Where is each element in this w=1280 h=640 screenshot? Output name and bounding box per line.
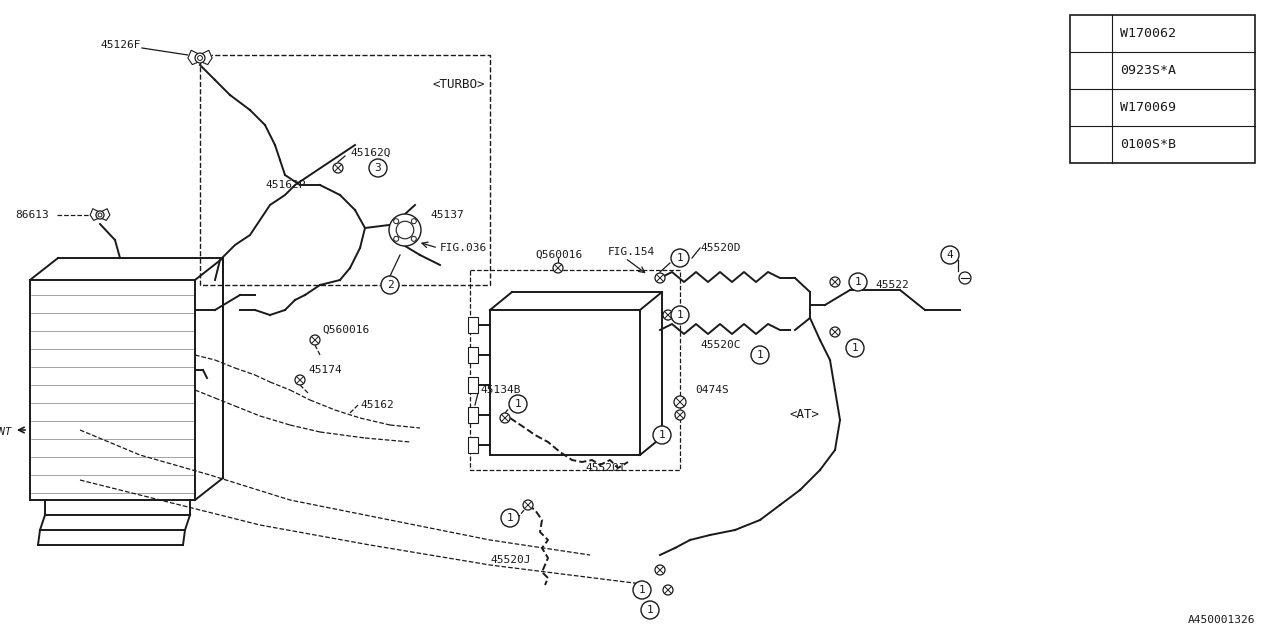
Circle shape <box>653 426 671 444</box>
Circle shape <box>381 276 399 294</box>
Polygon shape <box>90 209 100 220</box>
Polygon shape <box>100 209 110 220</box>
Circle shape <box>500 413 509 423</box>
Circle shape <box>663 585 673 595</box>
Text: FRONT: FRONT <box>0 427 12 437</box>
Text: 45137: 45137 <box>430 210 463 220</box>
Text: FIG.154: FIG.154 <box>608 247 655 257</box>
Circle shape <box>1080 97 1102 118</box>
Text: FIG.036: FIG.036 <box>440 243 488 253</box>
Text: 45520J: 45520J <box>490 555 530 565</box>
Circle shape <box>829 327 840 337</box>
Text: 45162P: 45162P <box>265 180 306 190</box>
Text: 45162Q: 45162Q <box>349 148 390 158</box>
Text: 45520D: 45520D <box>700 243 741 253</box>
Circle shape <box>641 601 659 619</box>
Bar <box>468 317 477 333</box>
Text: Q560016: Q560016 <box>535 250 582 260</box>
Circle shape <box>751 346 769 364</box>
Circle shape <box>655 273 666 283</box>
Circle shape <box>1080 134 1102 156</box>
Text: 45520I: 45520I <box>585 463 626 473</box>
Text: 0923S*A: 0923S*A <box>1120 64 1176 77</box>
Circle shape <box>829 277 840 287</box>
Circle shape <box>959 272 972 284</box>
Bar <box>1070 15 1254 163</box>
Bar <box>470 270 680 470</box>
Text: 45520C: 45520C <box>700 340 741 350</box>
Circle shape <box>394 219 398 223</box>
Circle shape <box>634 581 652 599</box>
Circle shape <box>411 219 416 223</box>
Text: 0474S: 0474S <box>695 385 728 395</box>
Text: 1: 1 <box>677 310 684 320</box>
Text: 45174: 45174 <box>308 365 342 375</box>
Bar <box>468 377 477 393</box>
Text: 1: 1 <box>646 605 653 615</box>
Text: 1: 1 <box>756 350 763 360</box>
Bar <box>468 407 477 423</box>
Circle shape <box>509 395 527 413</box>
Text: 1: 1 <box>507 513 513 523</box>
Text: 1: 1 <box>855 277 861 287</box>
Text: 86613: 86613 <box>15 210 49 220</box>
Text: 1: 1 <box>639 585 645 595</box>
Text: 45134B: 45134B <box>480 385 521 395</box>
Text: W170069: W170069 <box>1120 101 1176 114</box>
Circle shape <box>195 53 205 63</box>
Circle shape <box>294 375 305 385</box>
Circle shape <box>411 236 416 241</box>
Circle shape <box>553 263 563 273</box>
Text: 2: 2 <box>1087 64 1094 77</box>
Circle shape <box>1080 60 1102 81</box>
Circle shape <box>500 509 518 527</box>
Text: 3: 3 <box>375 163 381 173</box>
Circle shape <box>663 310 673 320</box>
Circle shape <box>310 335 320 345</box>
Text: A450001326: A450001326 <box>1188 615 1254 625</box>
Circle shape <box>675 410 685 420</box>
Polygon shape <box>200 51 212 65</box>
Circle shape <box>846 339 864 357</box>
Circle shape <box>524 500 532 510</box>
Text: W170062: W170062 <box>1120 27 1176 40</box>
Bar <box>200 55 490 285</box>
Text: 3: 3 <box>1087 101 1094 114</box>
Text: <AT>: <AT> <box>790 408 820 422</box>
Text: 45522: 45522 <box>876 280 909 290</box>
Text: 2: 2 <box>387 280 393 290</box>
Circle shape <box>1080 22 1102 45</box>
Text: Q560016: Q560016 <box>323 325 369 335</box>
Text: 4: 4 <box>947 250 954 260</box>
Bar <box>468 437 477 453</box>
Circle shape <box>655 565 666 575</box>
Text: 1: 1 <box>677 253 684 263</box>
Text: 1: 1 <box>515 399 521 409</box>
Text: 45162: 45162 <box>360 400 394 410</box>
Circle shape <box>671 249 689 267</box>
Bar <box>468 347 477 363</box>
Text: 1: 1 <box>851 343 859 353</box>
Circle shape <box>941 246 959 264</box>
Circle shape <box>369 159 387 177</box>
Circle shape <box>389 214 421 246</box>
Text: 1: 1 <box>1087 27 1094 40</box>
Text: 1: 1 <box>659 430 666 440</box>
Circle shape <box>675 396 686 408</box>
Circle shape <box>849 273 867 291</box>
Circle shape <box>96 211 104 219</box>
Circle shape <box>333 163 343 173</box>
Text: <TURBO>: <TURBO> <box>433 79 485 92</box>
Polygon shape <box>188 51 200 65</box>
Circle shape <box>671 306 689 324</box>
Text: 4: 4 <box>1087 138 1094 151</box>
Text: 0100S*B: 0100S*B <box>1120 138 1176 151</box>
Circle shape <box>394 236 398 241</box>
Text: 45126F: 45126F <box>100 40 141 50</box>
